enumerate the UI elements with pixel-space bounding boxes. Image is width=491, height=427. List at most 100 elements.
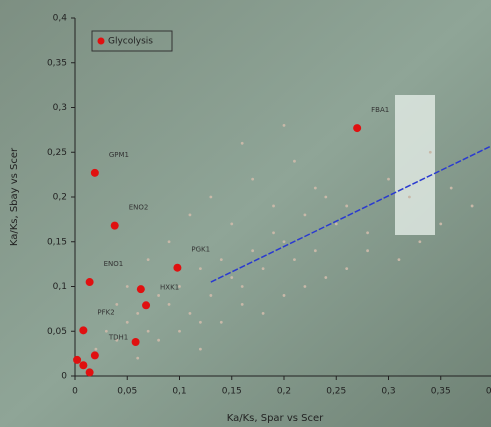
scatter-point (209, 195, 213, 199)
scatter-point (293, 159, 296, 163)
scatter-point (146, 258, 150, 262)
scatter-point (131, 337, 140, 346)
point-label: GPM1 (109, 151, 129, 159)
x-tick-label: 0,4 (486, 387, 491, 397)
background-highlight (395, 95, 435, 235)
scatter-point (79, 326, 88, 335)
y-tick-label: 0,25 (47, 148, 67, 158)
scatter-point (240, 285, 244, 288)
scatter-point (387, 177, 390, 181)
scatter-point (219, 320, 223, 324)
scatter-point (90, 351, 99, 360)
scatter-point (85, 278, 94, 287)
fit-line (210, 145, 491, 283)
scatter-point (115, 303, 119, 306)
scatter-point (366, 231, 369, 235)
scatter-point (353, 124, 362, 133)
scatter-point (303, 285, 307, 288)
x-tick-label: 0,15 (222, 387, 242, 397)
y-tick-label: 0,2 (53, 193, 67, 203)
scatter-point (240, 141, 244, 145)
scatter-point (418, 240, 422, 244)
point-label: HXK1 (160, 283, 179, 291)
point-label: PFK2 (97, 308, 114, 316)
x-axis-label: Ka/Ks, Spar vs Scer (227, 413, 324, 424)
x-tick-label: 0,25 (326, 387, 346, 397)
scatter-point (167, 240, 171, 244)
scatter-point (366, 249, 369, 253)
scatter-point (79, 361, 88, 370)
scatter-point (251, 249, 255, 253)
scatter-point (90, 168, 99, 177)
x-tick-label: 0,05 (117, 387, 137, 397)
scatter-point (251, 177, 255, 181)
scatter-point (219, 258, 223, 262)
scatter-point (408, 195, 411, 199)
scatter-point (240, 303, 244, 306)
scatter-point (110, 221, 119, 230)
scatter-point (272, 204, 275, 208)
scatter-point (125, 320, 129, 324)
scatter-point (313, 186, 317, 190)
scatter-point (230, 222, 234, 226)
legend-box (91, 30, 173, 52)
scatter-point (188, 311, 192, 315)
plot-area: 0 0,05 0,1 0,15 0,2 0,25 0,3 0,35 0,4 0 0,05 0,1 0,1… (47, 14, 491, 397)
scatter-point (136, 311, 140, 315)
scatter-point (178, 285, 181, 288)
scatter-point (167, 303, 171, 306)
scatter-point (125, 285, 129, 288)
y-tick-label: 0 (61, 372, 67, 382)
x-tick-label: 0 (72, 387, 78, 397)
scatter-point (136, 356, 140, 360)
scatter-point (272, 231, 275, 235)
x-tick-label: 0,3 (381, 387, 395, 397)
scatter-point (439, 222, 443, 226)
scatter-point (345, 267, 349, 270)
scatter-point (470, 204, 474, 208)
scatter-point (324, 195, 328, 199)
point-label: ENO2 (129, 204, 149, 212)
scatter-point (199, 267, 202, 270)
scatter-point (173, 263, 182, 272)
y-tick-label: 0,4 (53, 14, 68, 24)
y-tick-label: 0,15 (47, 237, 67, 247)
y-tick-label: 0,05 (47, 327, 67, 337)
scatter-point (230, 276, 234, 279)
scatter-point (324, 276, 328, 279)
scatter-point (188, 213, 192, 217)
y-tick-label: 0,3 (53, 103, 67, 113)
scatter-point (136, 285, 145, 294)
scatter-point (261, 311, 265, 315)
x-tick-label: 0,2 (277, 387, 291, 397)
scatter-point (303, 213, 307, 217)
x-tick-label: 0,1 (172, 387, 186, 397)
scatter-point (282, 124, 286, 127)
scatter-point (449, 186, 453, 190)
scatter-point (73, 355, 82, 364)
scatter-point (157, 338, 161, 342)
y-tick-label: 0,1 (53, 282, 67, 292)
y-tick-label: 0,35 (47, 58, 67, 68)
scatter-point (85, 368, 94, 377)
scatter-point (146, 329, 150, 333)
scatter-point (334, 222, 338, 226)
scatter-point (142, 301, 151, 310)
scatter-point (313, 249, 317, 253)
scatter-point (94, 347, 98, 351)
point-label: ENO1 (104, 260, 124, 268)
scatter-point (428, 150, 432, 154)
scatter-point (293, 258, 296, 262)
legend-label: Glycolysis (108, 37, 153, 47)
scatter-point (178, 329, 181, 333)
point-label: TDH1 (108, 333, 128, 341)
scatter-point (199, 320, 202, 324)
scatter-point (199, 347, 202, 351)
scatter-point (157, 294, 161, 297)
scatter-point (115, 338, 119, 342)
scatter-point (282, 294, 286, 297)
scatter-point (209, 294, 213, 297)
scatter-point (345, 204, 349, 208)
point-label: FBA1 (371, 106, 389, 114)
